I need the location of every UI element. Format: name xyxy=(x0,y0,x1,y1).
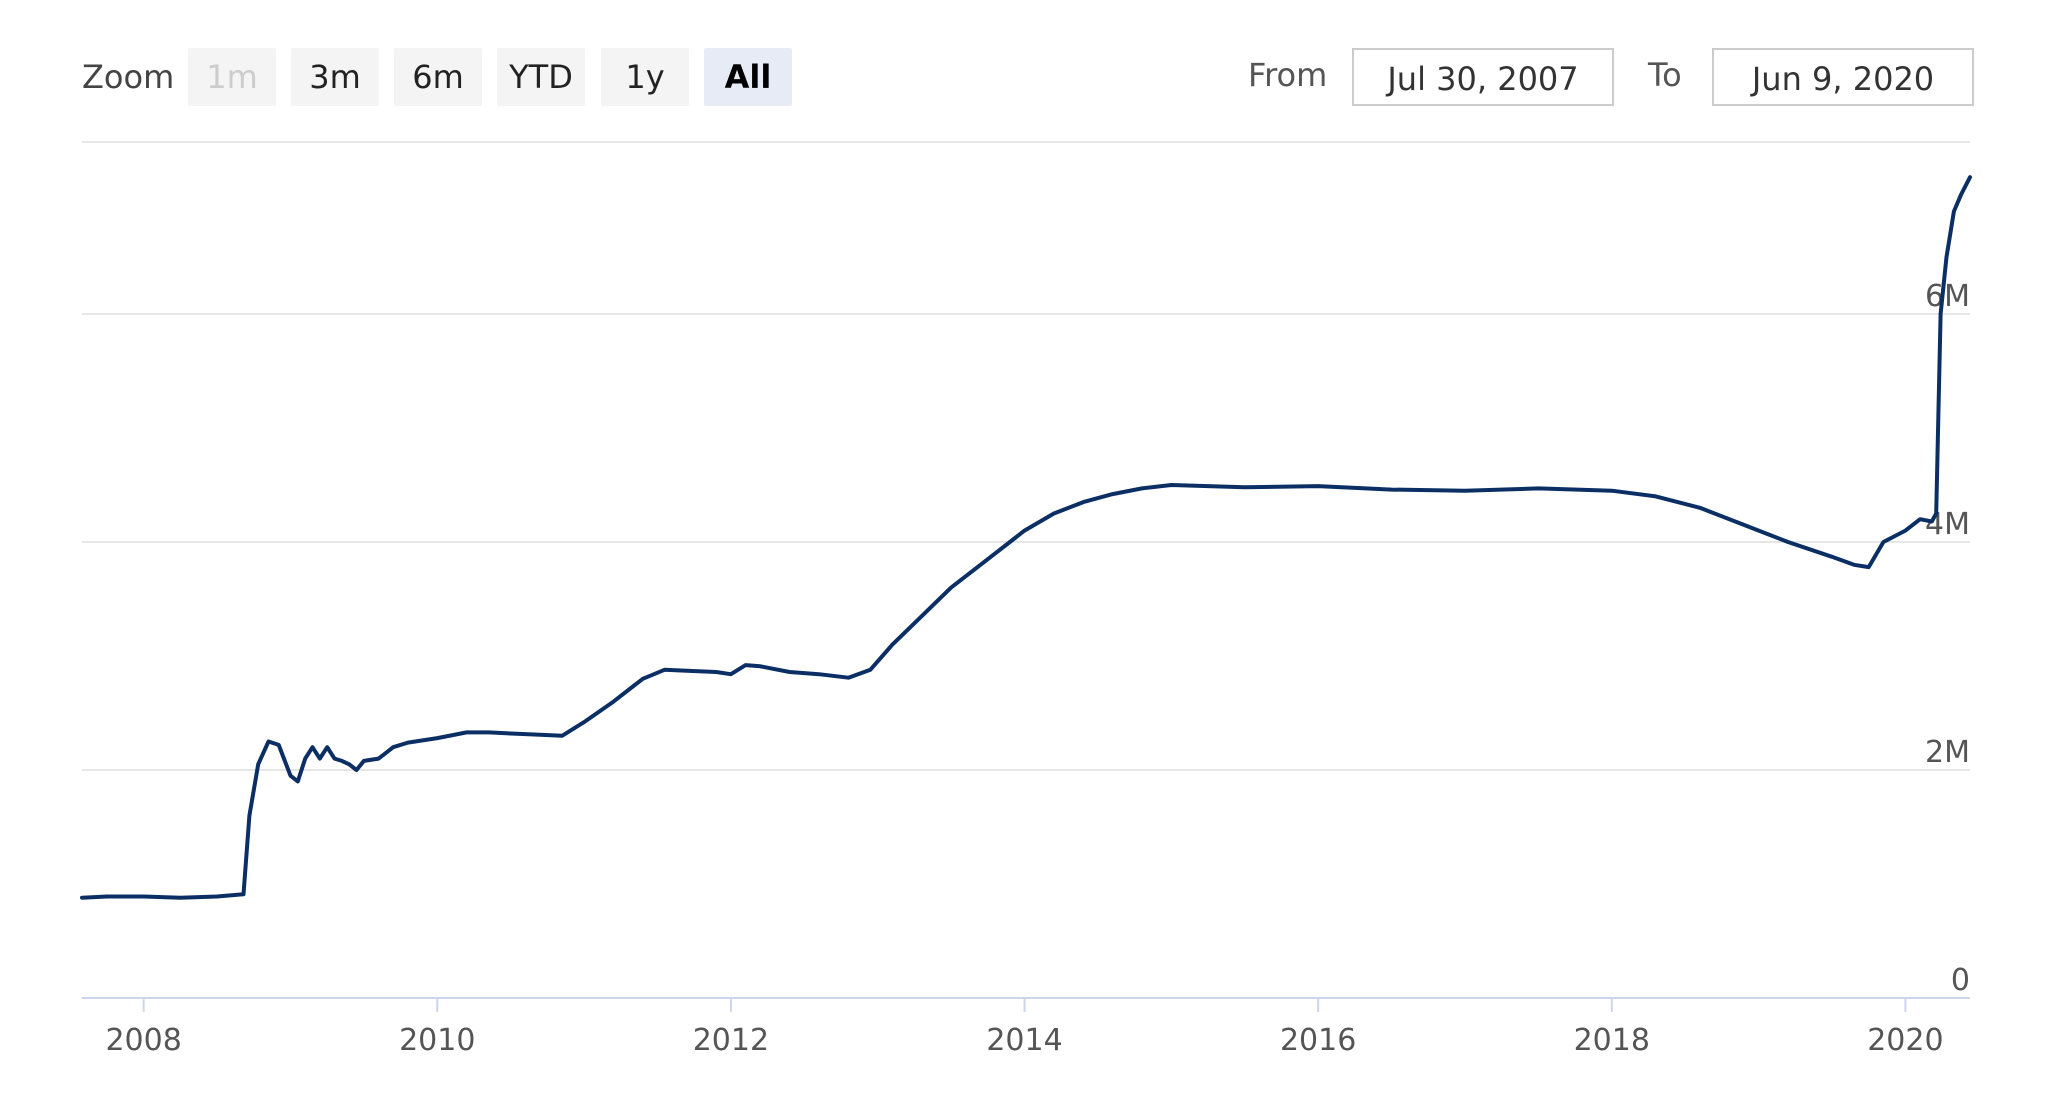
x-tick-label: 2010 xyxy=(399,1023,475,1058)
x-tick-label: 2018 xyxy=(1574,1023,1650,1058)
y-tick-label: 0 xyxy=(1951,963,1970,998)
zoom-button-ytd[interactable]: YTD xyxy=(497,48,585,106)
y-tick-label: 4M xyxy=(1925,507,1970,542)
zoom-label: Zoom xyxy=(82,58,175,96)
y-axis-labels: 0 2M 4M 6M xyxy=(1925,279,1970,998)
zoom-button-1m[interactable]: 1m xyxy=(188,48,276,106)
series-line xyxy=(80,175,1972,900)
to-date-input[interactable]: Jun 9, 2020 xyxy=(1712,48,1974,106)
zoom-button-3m[interactable]: 3m xyxy=(291,48,379,106)
toolbar-divider xyxy=(82,141,1970,143)
x-tick-label: 2008 xyxy=(105,1023,181,1058)
from-date-input[interactable]: Jul 30, 2007 xyxy=(1352,48,1614,106)
x-axis: 2008 2010 2012 2014 2016 2018 2020 xyxy=(105,998,1944,1058)
grid-lines xyxy=(82,313,1970,771)
x-tick-label: 2020 xyxy=(1867,1023,1943,1058)
x-tick-label: 2016 xyxy=(1280,1023,1356,1058)
zoom-button-6m[interactable]: 6m xyxy=(394,48,482,106)
y-tick-label: 2M xyxy=(1925,735,1970,770)
from-label: From xyxy=(1248,56,1328,94)
zoom-button-all[interactable]: All xyxy=(704,48,792,106)
x-tick-label: 2014 xyxy=(986,1023,1062,1058)
zoom-button-1y[interactable]: 1y xyxy=(601,48,689,106)
x-tick-label: 2012 xyxy=(693,1023,769,1058)
range-selector-toolbar: Zoom 1m 3m 6m YTD 1y All From Jul 30, 20… xyxy=(0,0,2048,140)
to-label: To xyxy=(1648,56,1682,94)
y-tick-label: 6M xyxy=(1925,279,1970,314)
